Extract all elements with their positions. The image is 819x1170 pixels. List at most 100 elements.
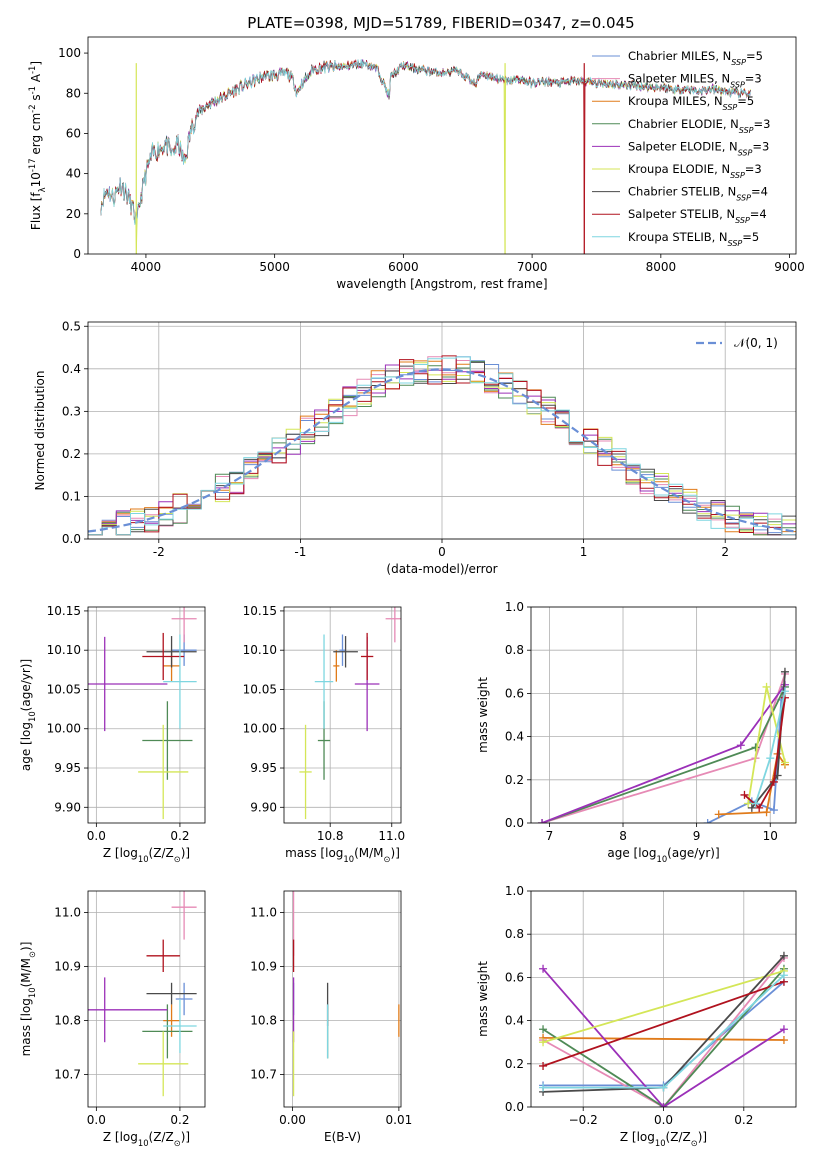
y-tick-label: 9.95 <box>54 761 81 775</box>
weight-line <box>542 968 785 1107</box>
x-tick-label: 2 <box>721 545 729 559</box>
weight-marker <box>780 687 789 696</box>
x-tick-label: 0.0 <box>87 829 106 843</box>
y-tick-label: 10.15 <box>47 604 81 618</box>
x-axis-label: wavelength [Angstrom, rest frame] <box>336 277 547 291</box>
weight-marker <box>747 803 756 812</box>
legend-entry: Salpeter MILES, NSSP=3 <box>628 72 762 90</box>
weight-marker <box>539 1025 548 1034</box>
plot-area <box>88 891 197 1097</box>
y-tick-label: 10.9 <box>54 960 81 974</box>
x-axis-label: Z [log10(Z/Z⊙)] <box>103 1130 190 1148</box>
weight-marker <box>769 806 778 815</box>
y-tick-label: 9.95 <box>250 761 277 775</box>
weight-marker <box>779 1025 788 1034</box>
x-tick-label: -2 <box>153 545 165 559</box>
axes-frame <box>283 606 402 824</box>
y-tick-label: 80 <box>66 86 81 100</box>
x-tick-label: 11.0 <box>378 829 405 843</box>
plot-area <box>538 667 789 823</box>
y-tick-label: 0.1 <box>62 489 81 503</box>
x-tick-label: 0.0 <box>654 1113 673 1127</box>
weight-marker <box>751 743 760 752</box>
weight-marker <box>755 803 764 812</box>
y-tick-label: 0.4 <box>505 1014 524 1028</box>
legend-entry: Salpeter ELODIE, NSSP=3 <box>628 139 769 157</box>
legend-entry: Kroupa ELODIE, NSSP=3 <box>628 162 762 180</box>
weight-marker <box>539 964 548 973</box>
axes-frame <box>530 890 797 1108</box>
weight-marker <box>780 667 789 676</box>
x-tick-label: 9 <box>693 829 701 843</box>
weight-marker <box>779 951 788 960</box>
x-tick-label: 7 <box>546 829 554 843</box>
y-tick-label: 10.15 <box>243 604 277 618</box>
y-tick-label: 0.8 <box>505 927 524 941</box>
y-tick-label: 9.90 <box>54 800 81 814</box>
weight-marker <box>659 1103 668 1107</box>
y-tick-label: 10.00 <box>243 722 277 736</box>
weight-marker <box>766 754 775 763</box>
x-tick-label: 6000 <box>388 260 419 274</box>
y-axis-label: Normed distribution <box>33 371 47 491</box>
y-tick-label: 10.00 <box>47 722 81 736</box>
weight-marker <box>703 819 712 823</box>
legend-entry: Chabrier STELIB, NSSP=4 <box>628 185 768 203</box>
x-axis-label: Z [log10(Z/Z⊙)] <box>620 1130 707 1148</box>
histogram-step <box>88 356 796 536</box>
axes-frame <box>87 606 206 824</box>
axes-age_vs_mass: 10.8 11.0 9.90 9.95 10.00 10.05 10.10 10.15 mass… <box>243 604 405 864</box>
weight-marker <box>539 1038 548 1047</box>
weight-line <box>542 968 785 1107</box>
x-tick-label: 9000 <box>774 260 805 274</box>
y-tick-label: 0.6 <box>505 970 524 984</box>
weight-marker <box>659 1083 668 1092</box>
weight-line <box>542 957 785 1107</box>
x-axis-label: E(B-V) <box>324 1130 361 1144</box>
y-tick-label: 0.4 <box>62 362 81 376</box>
y-tick-label: 40 <box>66 167 81 181</box>
weight-line <box>542 980 785 1067</box>
y-tick-label: 0.0 <box>505 816 524 830</box>
y-tick-label: 0 <box>73 247 81 261</box>
y-tick-label: 10.8 <box>54 1014 81 1028</box>
x-tick-label: 0.0 <box>87 1113 106 1127</box>
x-tick-label: 10.8 <box>317 829 344 843</box>
y-tick-label: 0.2 <box>505 773 524 787</box>
y-tick-label: 0.5 <box>62 319 81 333</box>
x-tick-label: 1 <box>580 545 588 559</box>
y-tick-label: 0.3 <box>62 404 81 418</box>
y-tick-label: 10.10 <box>243 643 277 657</box>
y-tick-label: 11.0 <box>250 906 277 920</box>
weight-marker <box>714 810 723 819</box>
y-tick-label: 1.0 <box>505 884 524 898</box>
y-axis-label: mass weight <box>476 961 490 1037</box>
normal-curve <box>88 368 796 533</box>
axes-weight_vs_Z: −0.2 0.0 0.2 0.0 0.2 0.4 0.6 0.8 1.0 Z [log10(Z/Z… <box>476 884 797 1148</box>
axes-frame <box>530 606 797 824</box>
x-axis-label: age [log10(age/yr)] <box>607 846 719 864</box>
legend-entry: Kroupa STELIB, NSSP=5 <box>628 230 759 248</box>
axes-weight_vs_age: 7 8 9 10 0.0 0.2 0.4 0.6 0.8 1.0 age [log10(age/yr… <box>476 600 797 864</box>
x-tick-label: 0.00 <box>279 1113 306 1127</box>
x-tick-label: 7000 <box>517 260 548 274</box>
axes-spectrum: 4000 5000 6000 7000 8000 9000 0 20 40 60 80 100 wave… <box>27 36 805 291</box>
plot-area <box>299 607 401 820</box>
weight-marker <box>740 790 749 799</box>
legend-entry: Salpeter STELIB, NSSP=4 <box>628 207 767 225</box>
x-tick-label: 8000 <box>646 260 677 274</box>
spectrum-legend: Chabrier MILES, NSSP=5 Salpeter MILES, NS… <box>592 49 770 247</box>
axes-residuals: -2 -1 0 1 2 0.0 0.1 0.2 0.3 0.4 0.5 (data-model)/er… <box>33 319 797 576</box>
weight-marker <box>769 777 778 786</box>
axes-frame <box>87 36 797 255</box>
y-tick-label: 10.7 <box>54 1068 81 1082</box>
x-tick-label: 5000 <box>259 260 290 274</box>
axes-frame <box>283 890 402 1108</box>
y-tick-label: 0.0 <box>505 1100 524 1114</box>
x-tick-label: 8 <box>619 829 627 843</box>
axes-frame <box>87 890 206 1108</box>
y-tick-label: 0.8 <box>505 643 524 657</box>
x-tick-label: 10 <box>763 829 778 843</box>
y-tick-label: 10.8 <box>250 1014 277 1028</box>
x-axis-label: Z [log10(Z/Z⊙)] <box>103 846 190 864</box>
